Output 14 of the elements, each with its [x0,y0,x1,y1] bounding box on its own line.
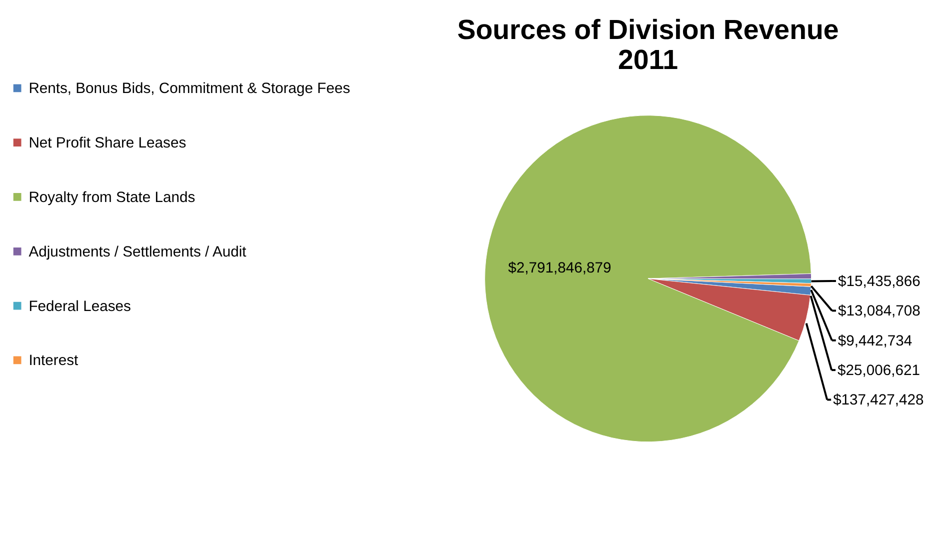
legend-label: Federal Leases [28,298,131,315]
data-label: $9,442,734 [838,333,912,350]
data-label: $13,084,708 [838,304,920,320]
data-label: $137,427,428 [833,392,924,409]
data-label: $15,435,866 [838,274,920,290]
legend-label: Interest [28,353,80,370]
pie-slice [484,115,812,442]
legend-label: Rents, Bonus Bids, Commitment & Storage Fees [28,81,350,98]
legend-label: Royalty from State Lands [28,190,196,206]
legend-label: Adjustments / Settlements / Audit [28,244,248,260]
data-label: $2,791,846,879 [508,260,612,276]
data-label: $25,006,621 [838,362,920,379]
legend-label: Net Profit Share Leases [28,136,186,152]
chart-title: Sources of Division Revenue 2011 [457,14,839,75]
